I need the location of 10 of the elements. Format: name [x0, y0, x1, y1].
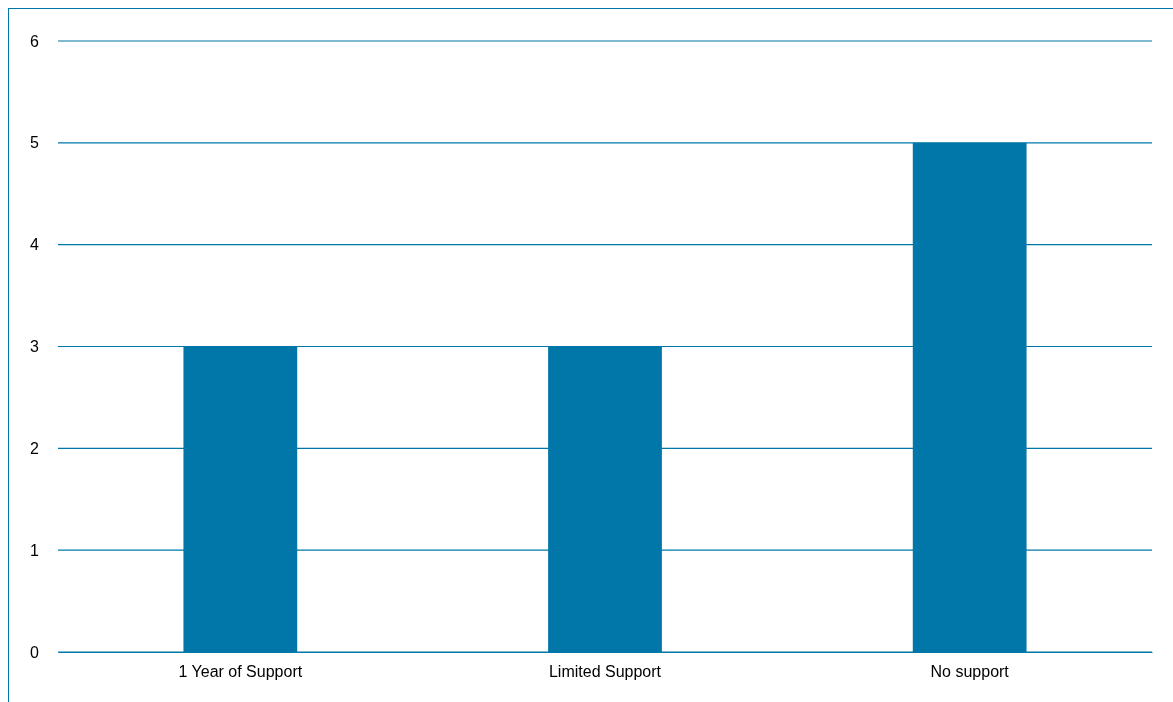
- y-tick-label: 0: [30, 643, 40, 661]
- y-tick-label: 4: [30, 236, 40, 254]
- x-tick-label: Limited Support: [548, 663, 662, 681]
- y-tick-label: 3: [30, 338, 40, 356]
- y-tick-label: 6: [30, 32, 40, 50]
- x-tick-label: No support: [930, 663, 1010, 681]
- x-tick-label: 1 Year of Support: [178, 663, 303, 681]
- y-tick-label: 1: [30, 541, 40, 559]
- y-tick-label: 5: [30, 134, 40, 152]
- y-tick-label: 2: [30, 439, 40, 457]
